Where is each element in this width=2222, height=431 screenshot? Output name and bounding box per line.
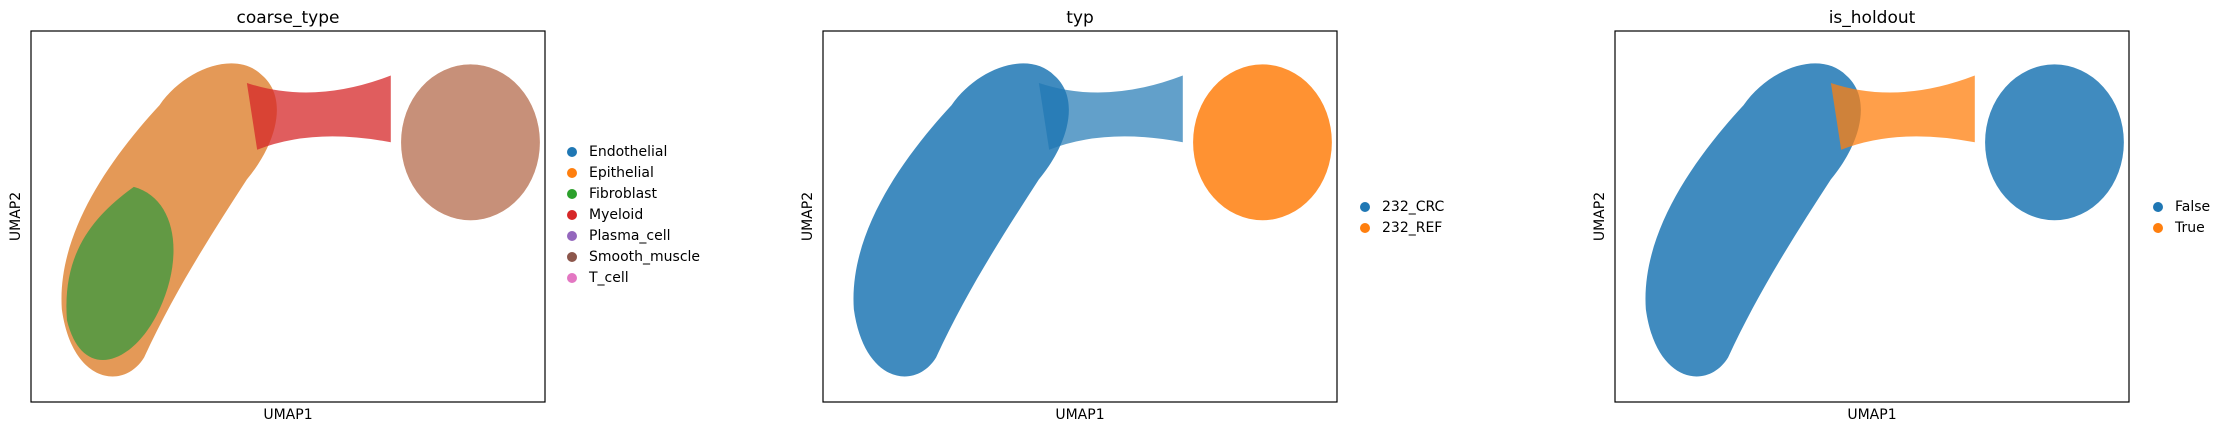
panel: is_holdout UMAP1 UMAP2 False True bbox=[1592, 8, 2210, 423]
legend-label: Myeloid bbox=[589, 207, 643, 223]
x-axis-label: UMAP1 bbox=[1055, 407, 1104, 423]
legend-label: Endothelial bbox=[589, 144, 667, 160]
point-cloud bbox=[246, 75, 391, 150]
legend-label: 232_REF bbox=[1382, 220, 1442, 236]
legend-marker bbox=[2153, 223, 2163, 233]
chart-title: coarse_type bbox=[237, 8, 340, 28]
axes-frame bbox=[30, 30, 546, 403]
legend-label: Epithelial bbox=[589, 165, 654, 181]
point-cloud bbox=[853, 63, 1069, 377]
point-cloud bbox=[1830, 75, 1975, 150]
legend-marker bbox=[567, 210, 577, 220]
legend-marker bbox=[567, 273, 577, 283]
x-axis-label: UMAP1 bbox=[263, 407, 312, 423]
legend-label: T_cell bbox=[588, 270, 629, 286]
point-cloud bbox=[401, 64, 540, 221]
legend-marker bbox=[567, 168, 577, 178]
point-cloud bbox=[61, 63, 277, 377]
point-cloud bbox=[66, 186, 174, 361]
legend-label: True bbox=[2174, 220, 2205, 236]
legend-label: Plasma_cell bbox=[589, 228, 671, 244]
point-cloud bbox=[1193, 64, 1332, 221]
legend-label: False bbox=[2175, 199, 2210, 215]
y-axis-label: UMAP2 bbox=[1592, 192, 1608, 241]
chart-title: is_holdout bbox=[1829, 8, 1916, 28]
axes-frame bbox=[1614, 30, 2130, 403]
legend-marker bbox=[567, 231, 577, 241]
legend-marker bbox=[567, 147, 577, 157]
y-axis-label: UMAP2 bbox=[8, 192, 24, 241]
legend-label: 232_CRC bbox=[1382, 199, 1445, 215]
panel: typ UMAP1 UMAP2 232_CRC 232_REF bbox=[800, 8, 1445, 423]
point-cloud bbox=[401, 64, 540, 221]
axes-frame bbox=[822, 30, 1338, 403]
legend-marker bbox=[567, 189, 577, 199]
legend-label: Fibroblast bbox=[589, 186, 657, 202]
chart-title: typ bbox=[1066, 8, 1094, 28]
point-cloud bbox=[1038, 75, 1183, 150]
panel: coarse_type UMAP1 UMAP2 Endothelial Epitheli… bbox=[8, 8, 700, 423]
legend-marker bbox=[567, 252, 577, 262]
legend-marker bbox=[2153, 202, 2163, 212]
legend-marker bbox=[1360, 223, 1370, 233]
legend-marker bbox=[1360, 202, 1370, 212]
x-axis-label: UMAP1 bbox=[1847, 407, 1896, 423]
point-cloud bbox=[1985, 64, 2124, 221]
legend-label: Smooth_muscle bbox=[589, 249, 700, 265]
point-cloud bbox=[1645, 63, 1861, 377]
point-cloud bbox=[401, 64, 540, 221]
y-axis-label: UMAP2 bbox=[800, 192, 816, 241]
